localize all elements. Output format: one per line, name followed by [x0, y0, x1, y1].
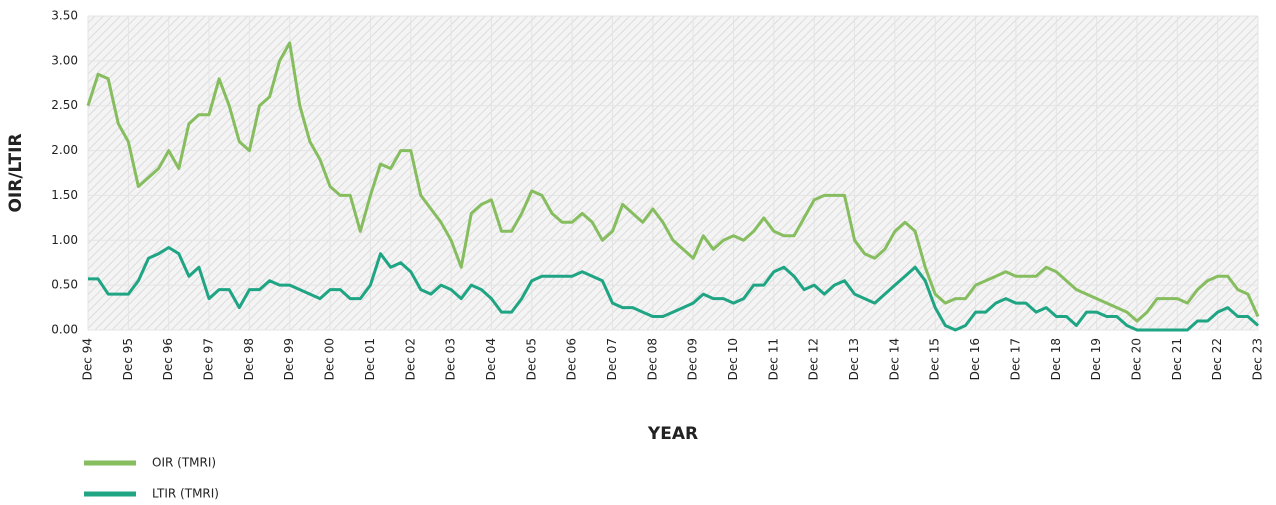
- x-tick-label: Dec 22: [1210, 338, 1224, 380]
- x-tick-label: Dec 95: [121, 338, 135, 380]
- x-tick-label: Dec 97: [202, 338, 216, 380]
- x-tick-label: Dec 96: [161, 338, 175, 380]
- x-tick-label: Dec 20: [1129, 338, 1143, 380]
- x-tick-label: Dec 13: [847, 338, 861, 380]
- y-tick-label: 3.50: [51, 9, 78, 23]
- y-tick-label: 2.00: [51, 143, 78, 157]
- x-tick-label: Dec 98: [242, 338, 256, 380]
- y-tick-label: 0.50: [51, 278, 78, 292]
- legend-label: OIR (TMRI): [152, 456, 216, 470]
- y-tick-label: 1.50: [51, 188, 78, 202]
- x-axis-title: YEAR: [647, 424, 698, 444]
- y-axis-title: OIR/LTIR: [6, 133, 26, 212]
- x-tick-label: Dec 23: [1251, 338, 1265, 380]
- x-tick-label: Dec 07: [605, 338, 619, 380]
- x-tick-label: Dec 08: [645, 338, 659, 380]
- x-tick-label: Dec 04: [484, 338, 498, 380]
- plot-background: [88, 16, 1258, 330]
- y-tick-label: 0.00: [51, 323, 78, 337]
- x-tick-label: Dec 02: [403, 338, 417, 380]
- x-tick-label: Dec 99: [282, 338, 296, 380]
- x-tick-label: Dec 00: [323, 338, 337, 380]
- x-tick-label: Dec 11: [766, 338, 780, 380]
- x-tick-label: Dec 09: [686, 338, 700, 380]
- x-tick-label: Dec 15: [928, 338, 942, 380]
- y-tick-label: 3.00: [51, 53, 78, 67]
- series-line: [86, 41, 1260, 323]
- legend-label: LTIR (TMRI): [152, 487, 219, 501]
- x-tick-label: Dec 16: [968, 338, 982, 380]
- x-tick-label: Dec 17: [1008, 338, 1022, 380]
- x-tick-label: Dec 18: [1049, 338, 1063, 380]
- x-tick-label: Dec 19: [1089, 338, 1103, 380]
- x-tick-label: Dec 03: [444, 338, 458, 380]
- x-tick-label: Dec 06: [565, 338, 579, 380]
- x-tick-label: Dec 94: [81, 338, 95, 380]
- series-line: [88, 246, 1259, 332]
- x-tick-label: Dec 21: [1170, 338, 1184, 380]
- y-tick-label: 1.00: [51, 233, 78, 247]
- x-tick-label: Dec 14: [887, 338, 901, 380]
- y-tick-label: 2.50: [51, 98, 78, 112]
- x-tick-label: Dec 12: [807, 338, 821, 380]
- x-tick-label: Dec 10: [726, 338, 740, 380]
- x-tick-label: Dec 01: [363, 338, 377, 380]
- x-tick-label: Dec 05: [524, 338, 538, 380]
